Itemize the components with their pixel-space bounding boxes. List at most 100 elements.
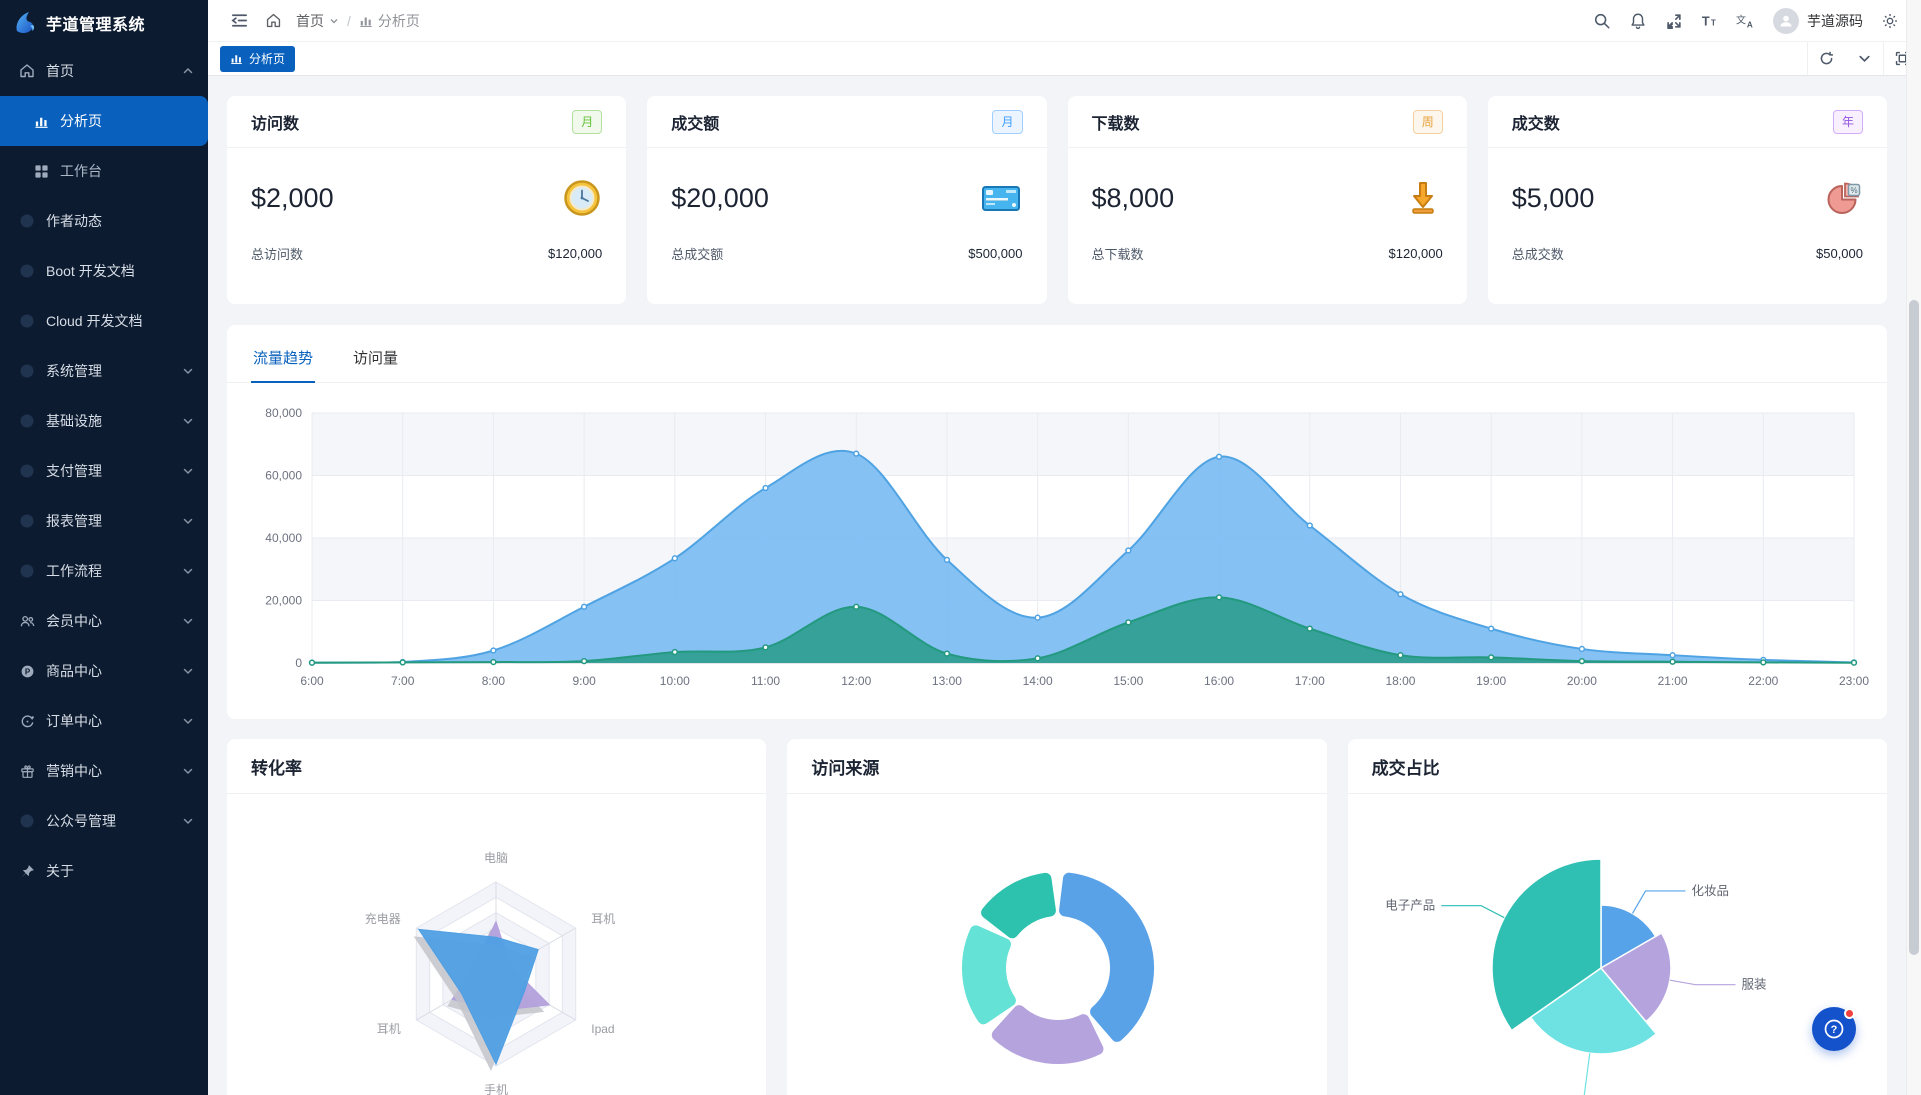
sidebar-item-6[interactable]: 系统管理	[0, 346, 208, 396]
help-button[interactable]: ?	[1812, 1007, 1856, 1051]
sidebar-item-8[interactable]: 支付管理	[0, 446, 208, 496]
sidebar-item-1[interactable]: 分析页	[0, 96, 208, 146]
deal-ratio-card: 成交占比 化妆品 服装 电子产品	[1347, 739, 1887, 1095]
trend-tab-1[interactable]: 访问量	[353, 350, 399, 367]
sidebar-item-2[interactable]: 工作台	[0, 146, 208, 196]
period-badge: 周	[1412, 109, 1443, 134]
sidebar-item-label: 商品中心	[46, 663, 102, 679]
stat-card-header: 下载数 周	[1067, 96, 1467, 148]
pin-icon	[18, 862, 36, 880]
stat-card-title: 成交额	[671, 115, 720, 133]
dot-icon	[18, 562, 36, 580]
home-icon[interactable]	[256, 4, 290, 38]
dot-icon	[18, 412, 36, 430]
stat-value: $2,000	[251, 182, 334, 213]
sidebar-item-11[interactable]: 会员中心	[0, 596, 208, 646]
settings-gear-icon[interactable]	[1873, 4, 1907, 38]
stat-value: $20,000	[671, 182, 769, 213]
dot-icon	[18, 462, 36, 480]
order-icon	[18, 712, 36, 730]
svg-text:电脑: 电脑	[484, 851, 508, 865]
panel-header: 访问来源	[787, 739, 1327, 794]
sidebar-item-10[interactable]: 工作流程	[0, 546, 208, 596]
sidebar-item-label: 分析页	[60, 113, 102, 129]
svg-text:耳机: 耳机	[591, 912, 615, 926]
breadcrumb-current: 分析页	[359, 11, 420, 31]
sidebar-item-label: 作者动态	[46, 213, 102, 229]
panel-header: 成交占比	[1347, 739, 1887, 794]
stat-card-header: 访问数 月	[227, 96, 627, 148]
scrollbar-thumb[interactable]	[1909, 300, 1919, 955]
download-illustration-icon	[1403, 178, 1443, 218]
svg-text:17:00: 17:00	[1295, 674, 1325, 688]
stat-footer-value: $500,000	[968, 246, 1023, 261]
pie-illustration-icon: %	[1823, 178, 1863, 218]
sidebar-item-12[interactable]: P 商品中心	[0, 646, 208, 696]
stat-card-grid: 访问数 月 $2,000 总访问数 $120,000 成交额 月 $20,000 总成交额 $50…	[227, 96, 1887, 304]
sidebar-item-14[interactable]: 营销中心	[0, 746, 208, 796]
svg-text:9:00: 9:00	[572, 674, 596, 688]
stat-footer-label: 总成交数	[1511, 247, 1564, 262]
bar-chart-icon	[360, 17, 372, 27]
sidebar-item-label: 会员中心	[46, 613, 102, 629]
sidebar-item-label: 系统管理	[46, 363, 102, 379]
user-name: 芋道源码	[1807, 12, 1863, 29]
search-icon[interactable]	[1585, 4, 1619, 38]
notification-bell-icon[interactable]	[1621, 4, 1655, 38]
breadcrumb-home[interactable]: 首页	[296, 11, 339, 31]
bar-chart-icon	[231, 55, 242, 65]
stat-card-header: 成交数 年	[1487, 96, 1887, 148]
collapse-sidebar-icon[interactable]	[222, 4, 256, 38]
chevron-down-icon	[182, 465, 194, 477]
sidebar-item-9[interactable]: 报表管理	[0, 496, 208, 546]
chevron-down-icon	[182, 815, 194, 827]
stat-value: $5,000	[1511, 182, 1595, 213]
dot-icon	[18, 362, 36, 380]
sidebar-item-5[interactable]: Cloud 开发文档	[0, 296, 208, 346]
marketing-icon	[18, 762, 36, 780]
traffic-trend-card: 流量趋势 访问量 0 20,000 40,000 60,000 80,000 6:00 7:0…	[227, 325, 1887, 719]
user-menu[interactable]: 芋道源码	[1765, 7, 1871, 34]
svg-text:充电器: 充电器	[365, 911, 401, 926]
svg-text:化妆品: 化妆品	[1691, 884, 1729, 898]
app-logo[interactable]: 芋道管理系统	[0, 0, 208, 46]
chart-icon	[32, 112, 50, 130]
sidebar-item-label: 工作流程	[46, 563, 102, 579]
svg-text:16:00: 16:00	[1204, 674, 1234, 688]
trend-tabs: 流量趋势 访问量	[227, 325, 1887, 383]
sidebar-item-16[interactable]: 关于	[0, 846, 208, 896]
svg-text:12:00: 12:00	[841, 674, 871, 688]
dot-icon	[18, 212, 36, 230]
svg-text:8:00: 8:00	[482, 674, 506, 688]
svg-text:文: 文	[1736, 13, 1746, 26]
sidebar-item-13[interactable]: 订单中心	[0, 696, 208, 746]
tab-operations	[1807, 42, 1921, 75]
clock-illustration-icon	[562, 178, 602, 218]
svg-text:手机: 手机	[484, 1083, 508, 1095]
sidebar-item-label: 营销中心	[46, 763, 102, 779]
sidebar-item-3[interactable]: 作者动态	[0, 196, 208, 246]
svg-text:耳机: 耳机	[377, 1022, 401, 1036]
refresh-icon[interactable]	[1807, 42, 1845, 75]
svg-text:7:00: 7:00	[391, 674, 415, 688]
sidebar-item-0[interactable]: 首页	[0, 46, 208, 96]
sidebar-item-7[interactable]: 基础设施	[0, 396, 208, 446]
tab-analysis-page[interactable]: 分析页	[220, 45, 296, 72]
svg-text:60,000: 60,000	[265, 469, 302, 483]
stat-card-footer: 总成交额 $500,000	[647, 218, 1046, 263]
stat-card-1: 成交额 月 $20,000 总成交额 $500,000	[647, 96, 1047, 304]
fullscreen-icon[interactable]	[1657, 4, 1691, 38]
sidebar-item-4[interactable]: Boot 开发文档	[0, 246, 208, 296]
chevron-up-icon	[182, 65, 194, 77]
panel-title: 访问来源	[811, 758, 880, 778]
svg-text:服装: 服装	[1741, 978, 1766, 992]
sidebar-item-15[interactable]: 公众号管理	[0, 796, 208, 846]
sidebar-item-label: 报表管理	[46, 513, 102, 529]
trend-tab-0[interactable]: 流量趋势	[251, 347, 316, 383]
stat-footer-value: $120,000	[1388, 246, 1443, 261]
tab-dropdown-chevron-icon[interactable]	[1845, 42, 1883, 75]
svg-text:20,000: 20,000	[265, 594, 302, 608]
member-icon	[18, 612, 36, 630]
